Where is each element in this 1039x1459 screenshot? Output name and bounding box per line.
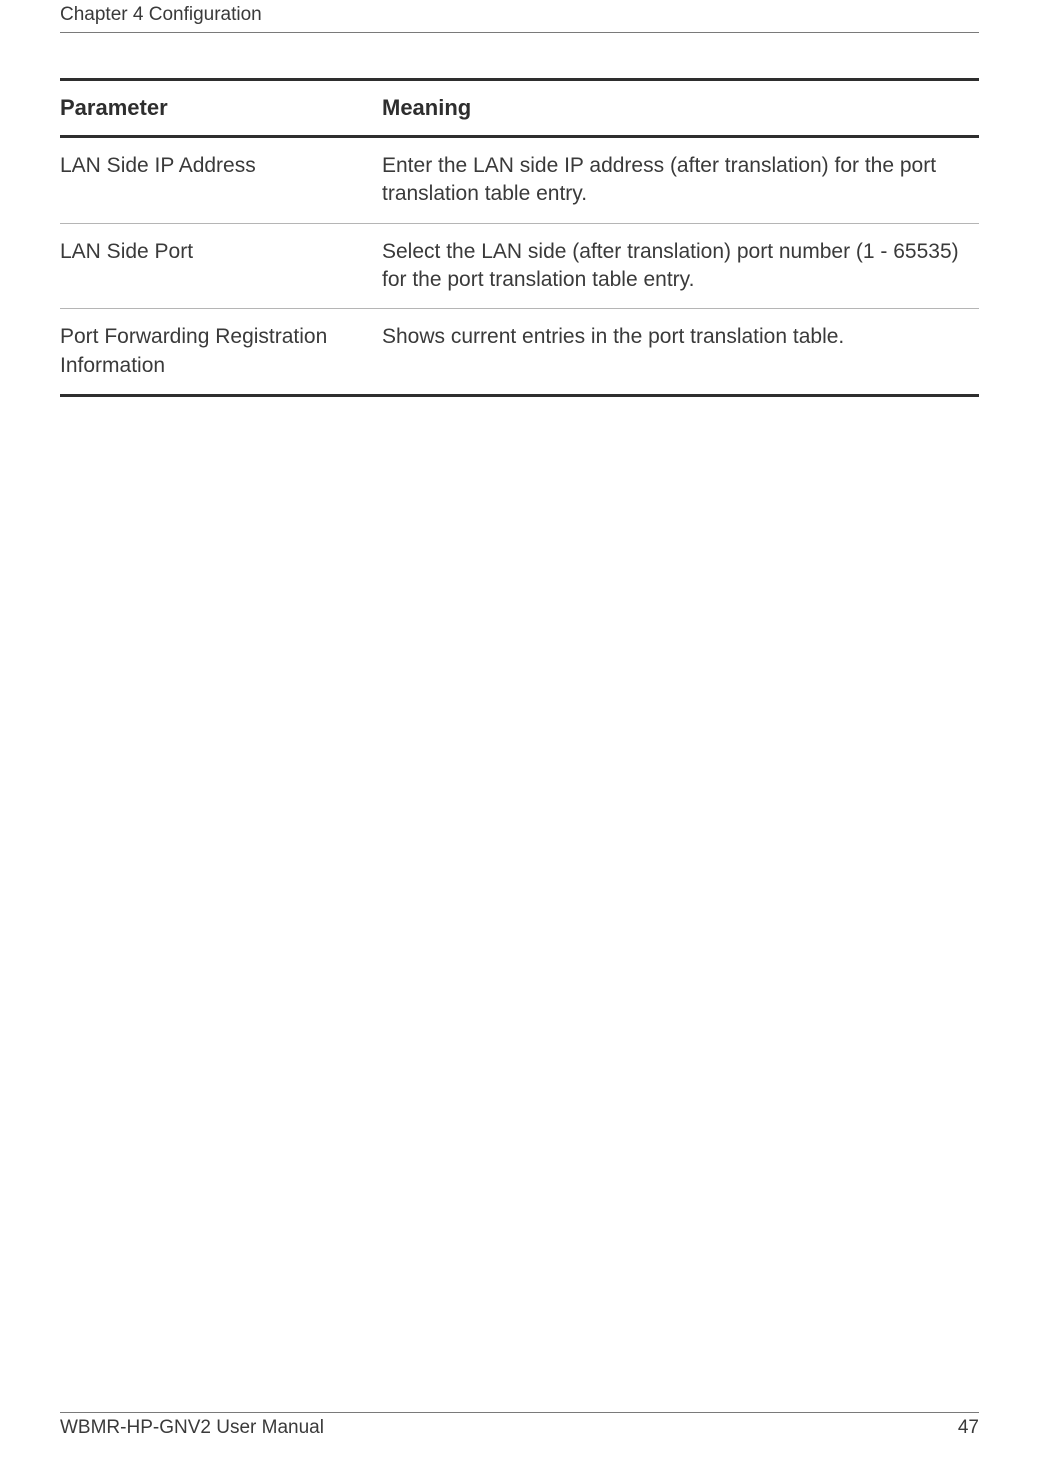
col-header-parameter: Parameter	[60, 80, 382, 137]
content-area: Parameter Meaning LAN Side IP Address En…	[60, 78, 979, 397]
page-number: 47	[958, 1417, 979, 1439]
table-header-row: Parameter Meaning	[60, 80, 979, 137]
footer-row: WBMR-HP-GNV2 User Manual 47	[60, 1417, 979, 1439]
cell-meaning: Enter the LAN side IP address (after tra…	[382, 137, 979, 224]
footer-rule	[60, 1412, 979, 1413]
table-row: LAN Side IP Address Enter the LAN side I…	[60, 137, 979, 224]
cell-param: LAN Side IP Address	[60, 137, 382, 224]
table-row: Port Forwarding Registration Information…	[60, 309, 979, 396]
table-row: LAN Side Port Select the LAN side (after…	[60, 223, 979, 309]
running-head: Chapter 4 Configuration	[60, 0, 979, 33]
cell-param: LAN Side Port	[60, 223, 382, 309]
col-header-meaning: Meaning	[382, 80, 979, 137]
cell-meaning: Shows current entries in the port transl…	[382, 309, 979, 396]
manual-title: WBMR-HP-GNV2 User Manual	[60, 1417, 324, 1439]
page-footer: WBMR-HP-GNV2 User Manual 47	[60, 1412, 979, 1439]
parameter-table: Parameter Meaning LAN Side IP Address En…	[60, 78, 979, 397]
cell-meaning: Select the LAN side (after translation) …	[382, 223, 979, 309]
cell-param: Port Forwarding Registration Information	[60, 309, 382, 396]
chapter-title: Chapter 4 Configuration	[60, 4, 262, 25]
page: Chapter 4 Configuration Parameter Meanin…	[0, 0, 1039, 1459]
